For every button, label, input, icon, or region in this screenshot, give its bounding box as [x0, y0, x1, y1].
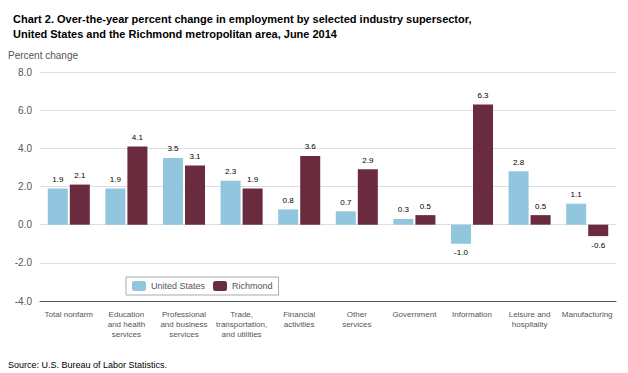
svg-text:and health: and health — [108, 320, 145, 329]
svg-text:2.1: 2.1 — [74, 171, 86, 180]
svg-text:Trade,: Trade, — [230, 310, 253, 319]
svg-text:4.1: 4.1 — [132, 133, 144, 142]
svg-text:services: services — [342, 320, 371, 329]
svg-text:0.5: 0.5 — [420, 202, 432, 211]
svg-text:United States: United States — [151, 281, 206, 291]
svg-text:services: services — [169, 330, 198, 339]
svg-text:Manufacturing: Manufacturing — [562, 310, 613, 319]
svg-text:Education: Education — [109, 310, 145, 319]
svg-text:2.0: 2.0 — [18, 181, 32, 192]
svg-text:Other: Other — [347, 310, 367, 319]
svg-text:and utilities: and utilities — [222, 330, 262, 339]
svg-text:2.8: 2.8 — [513, 158, 525, 167]
svg-text:Government: Government — [392, 310, 437, 319]
svg-text:services: services — [112, 330, 141, 339]
svg-text:activities: activities — [284, 320, 315, 329]
svg-text:1.9: 1.9 — [110, 175, 122, 184]
svg-text:3.6: 3.6 — [305, 142, 317, 151]
svg-text:2.9: 2.9 — [362, 156, 374, 165]
svg-text:6.3: 6.3 — [477, 91, 489, 100]
svg-text:Financial: Financial — [283, 310, 315, 319]
svg-text:8.0: 8.0 — [18, 67, 32, 78]
svg-text:1.9: 1.9 — [52, 175, 64, 184]
svg-text:Chart 2. Over-the-year percent: Chart 2. Over-the-year percent change in… — [13, 13, 471, 25]
svg-text:transportation,: transportation, — [216, 320, 267, 329]
svg-text:-4.0: -4.0 — [15, 296, 33, 307]
svg-text:Source: U.S. Bureau of Labor S: Source: U.S. Bureau of Labor Statistics. — [8, 360, 167, 370]
svg-text:Professional: Professional — [162, 310, 206, 319]
svg-text:2.3: 2.3 — [225, 167, 237, 176]
svg-text:0.8: 0.8 — [283, 196, 295, 205]
svg-text:and business: and business — [160, 320, 207, 329]
svg-text:0.5: 0.5 — [535, 202, 547, 211]
svg-text:-1.0: -1.0 — [454, 248, 468, 257]
svg-text:4.0: 4.0 — [18, 143, 32, 154]
svg-text:6.0: 6.0 — [18, 105, 32, 116]
svg-text:Total nonfarm: Total nonfarm — [45, 310, 94, 319]
svg-text:3.1: 3.1 — [189, 152, 201, 161]
svg-text:-0.6: -0.6 — [591, 241, 605, 250]
svg-text:Percent change: Percent change — [8, 50, 78, 61]
svg-text:-2.0: -2.0 — [15, 257, 33, 268]
svg-text:0.7: 0.7 — [340, 198, 352, 207]
svg-text:0.0: 0.0 — [18, 219, 32, 230]
svg-text:Leisure and: Leisure and — [509, 310, 551, 319]
svg-text:United States and the Richmond: United States and the Richmond metropoli… — [13, 28, 338, 40]
svg-text:Richmond: Richmond — [232, 281, 273, 291]
svg-text:0.3: 0.3 — [398, 205, 410, 214]
svg-text:1.9: 1.9 — [247, 175, 259, 184]
svg-text:1.1: 1.1 — [571, 190, 583, 199]
svg-text:hospitality: hospitality — [512, 320, 548, 329]
svg-text:Information: Information — [452, 310, 492, 319]
svg-text:3.5: 3.5 — [167, 144, 179, 153]
